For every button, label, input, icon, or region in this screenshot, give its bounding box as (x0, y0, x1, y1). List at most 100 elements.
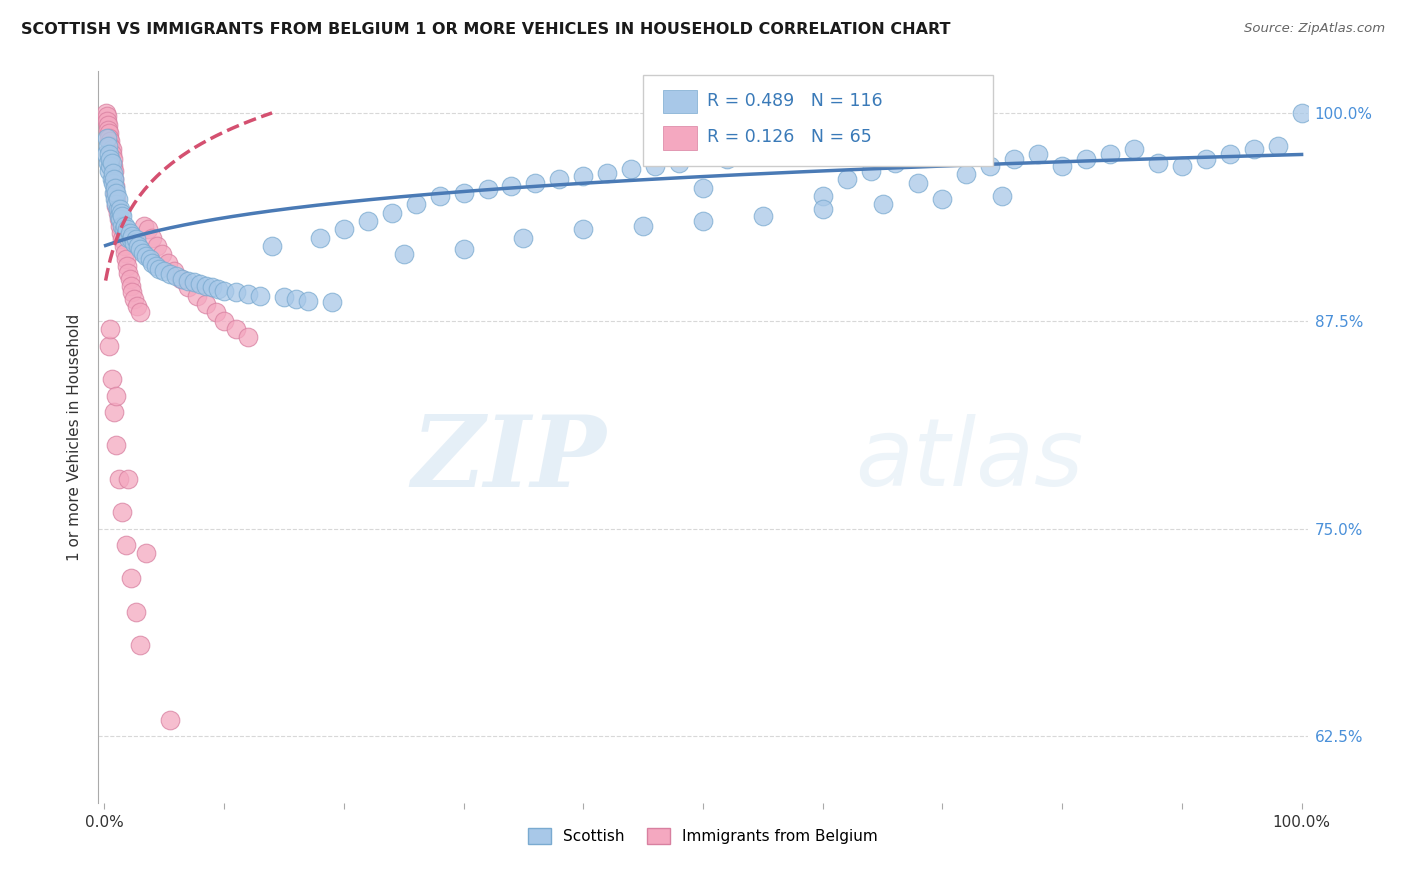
Point (141, 255, 163, 269)
Point (107, 205, 129, 219)
Point (212, 284, 235, 298)
Point (1002, 153, 1025, 167)
Point (108, 202, 131, 217)
Point (103, 164, 125, 178)
Point (120, 232, 142, 246)
Point (96, 114, 118, 128)
Point (752, 209, 775, 223)
Point (94, 106, 117, 120)
Point (110, 205, 132, 219)
Point (631, 219, 654, 233)
Point (146, 239, 169, 253)
Point (107, 192, 129, 206)
Point (97, 139, 120, 153)
Point (159, 713, 181, 727)
Point (883, 155, 905, 169)
Point (177, 274, 200, 288)
Point (195, 278, 218, 293)
Point (98, 147, 121, 161)
Point (98, 164, 121, 178)
Point (204, 305, 226, 319)
Point (381, 205, 404, 219)
Point (835, 172, 858, 186)
Point (132, 219, 155, 233)
Point (132, 245, 155, 260)
Point (453, 186, 475, 200)
Point (115, 538, 138, 552)
Point (98, 126, 121, 140)
Point (1195, 153, 1218, 167)
Point (1050, 159, 1073, 173)
Point (1219, 147, 1241, 161)
Point (177, 280, 200, 294)
Text: atlas: atlas (855, 414, 1083, 505)
Point (811, 202, 834, 217)
Point (114, 245, 136, 260)
Point (108, 212, 131, 227)
Point (107, 212, 129, 227)
Point (429, 189, 451, 203)
Point (260, 239, 283, 253)
Point (548, 172, 571, 186)
Point (249, 289, 271, 303)
Point (156, 255, 179, 269)
Point (117, 230, 139, 244)
Point (1123, 143, 1146, 157)
Point (100, 134, 122, 148)
Point (1147, 155, 1170, 169)
Point (111, 232, 134, 246)
Point (284, 292, 307, 306)
Point (112, 239, 135, 253)
Point (96, 109, 118, 123)
Point (1099, 147, 1122, 161)
Point (136, 222, 159, 236)
Point (97, 118, 120, 132)
Point (297, 293, 319, 308)
Point (1267, 139, 1289, 153)
Point (94, 147, 117, 161)
Text: ZIP: ZIP (412, 411, 606, 508)
Point (201, 280, 224, 294)
Point (1291, 106, 1313, 120)
Point (100, 159, 122, 173)
Point (98, 338, 121, 352)
Point (124, 292, 146, 306)
Point (111, 209, 134, 223)
Point (104, 186, 127, 200)
Point (100, 322, 122, 336)
Point (139, 252, 162, 267)
Point (135, 546, 157, 560)
Point (477, 182, 499, 196)
Point (104, 179, 127, 194)
Point (716, 153, 738, 167)
Point (111, 505, 134, 519)
Legend: Scottish, Immigrants from Belgium: Scottish, Immigrants from Belgium (522, 822, 884, 850)
Point (872, 197, 894, 211)
Bar (664, 127, 697, 150)
Point (1243, 143, 1265, 157)
Point (572, 169, 595, 183)
Point (100, 153, 122, 167)
Point (596, 166, 619, 180)
Point (120, 571, 142, 585)
Point (141, 230, 163, 244)
Text: R = 0.489   N = 116: R = 0.489 N = 116 (707, 92, 882, 110)
Point (273, 290, 295, 304)
Point (159, 267, 181, 281)
Point (97, 122, 120, 136)
Point (125, 299, 148, 313)
Point (183, 276, 205, 290)
Point (321, 295, 343, 310)
Point (101, 176, 124, 190)
Point (955, 168, 977, 182)
Point (170, 272, 193, 286)
Point (188, 277, 211, 292)
Point (100, 139, 122, 153)
Text: Source: ZipAtlas.com: Source: ZipAtlas.com (1244, 22, 1385, 36)
Point (129, 305, 152, 319)
Point (512, 230, 534, 244)
Point (225, 322, 247, 336)
Point (115, 226, 138, 240)
Point (692, 214, 714, 228)
Point (112, 222, 135, 236)
